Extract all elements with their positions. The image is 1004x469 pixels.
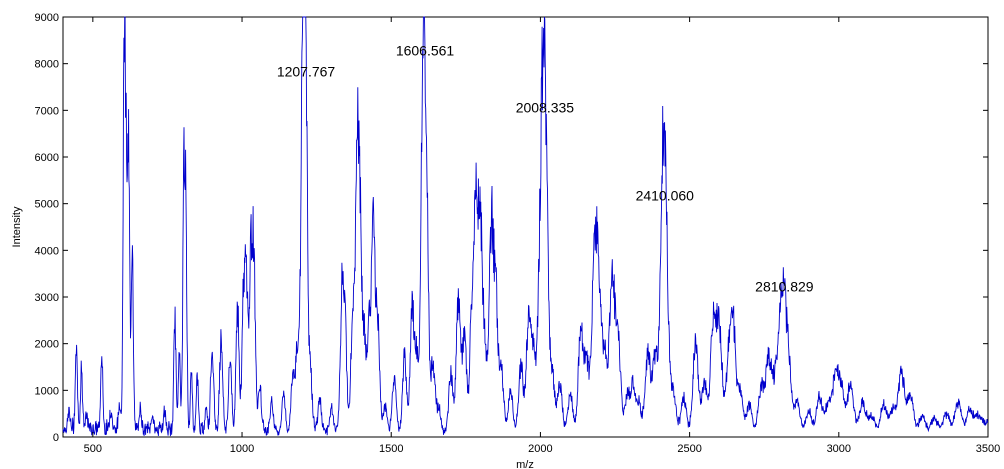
x-tick-label: 2500 — [677, 443, 701, 455]
peak-label: 1207.767 — [277, 64, 336, 80]
x-axis-label: m/z — [516, 459, 534, 469]
y-tick-label: 0 — [53, 432, 59, 444]
y-tick-label: 9000 — [35, 12, 59, 24]
peak-label: 2410.060 — [636, 187, 695, 203]
x-tick-label: 1000 — [230, 443, 254, 455]
peak-label: 1606.561 — [396, 43, 455, 59]
y-tick-label: 7000 — [35, 105, 59, 117]
y-tick-label: 2000 — [35, 339, 59, 351]
plot-area — [62, 16, 989, 438]
x-tick-label: 2000 — [528, 443, 552, 455]
x-tick-label: 500 — [84, 443, 102, 455]
y-tick-label: 3000 — [35, 292, 59, 304]
y-tick-label: 6000 — [35, 152, 59, 164]
y-axis-label: Intensity — [11, 206, 23, 247]
x-tick-label: 3500 — [976, 443, 1000, 455]
spectrum-line — [62, 16, 989, 437]
y-tick-label: 8000 — [35, 59, 59, 71]
axes-layer: 500 1000 1500 2000 2500 3000 3500 0 1000 2000 3000… — [35, 12, 1001, 455]
x-tick-label: 3000 — [827, 443, 851, 455]
peak-label: 2008.335 — [516, 100, 575, 116]
x-tick-label: 1500 — [379, 443, 403, 455]
peak-label: 2810.829 — [755, 278, 814, 294]
y-tick-label: 5000 — [35, 199, 59, 211]
y-tick-label: 1000 — [35, 385, 59, 397]
peak-labels-layer: 1207.767 1606.561 2008.335 2410.060 2810.829 — [277, 43, 814, 295]
y-tick-label: 4000 — [35, 245, 59, 257]
